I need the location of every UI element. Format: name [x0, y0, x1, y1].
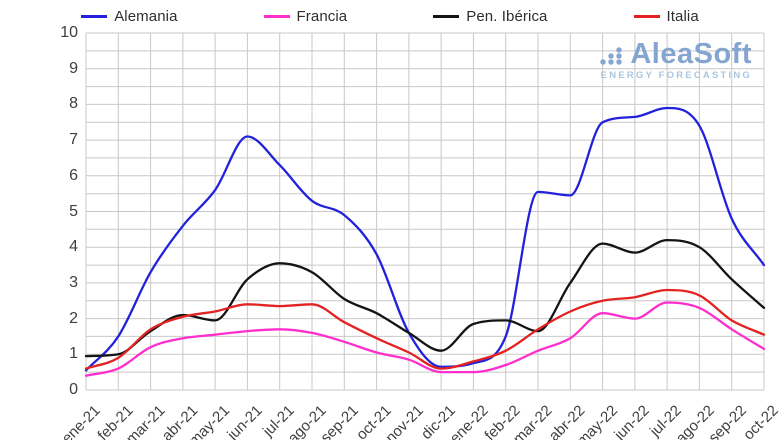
- legend-label: Alemania: [114, 7, 178, 25]
- series-line-francia: [84, 301, 766, 377]
- y-tick-label: 3: [69, 273, 78, 291]
- y-tick-label: 6: [69, 166, 78, 184]
- legend-line-swatch: [263, 14, 290, 18]
- series-line-italia: [84, 288, 766, 370]
- legend-label: Italia: [666, 7, 699, 25]
- legend: Alemania Francia Pen. Ibérica Italia: [0, 5, 780, 27]
- logo-text: AleaSoft: [630, 38, 752, 70]
- legend-line-swatch: [433, 14, 460, 18]
- legend-item-pen-ib-rica: Pen. Ibérica: [433, 8, 547, 25]
- series-line-pen-ib-rica: [84, 238, 766, 358]
- y-tick-label: 0: [69, 381, 78, 398]
- legend-item-italia: Italia: [633, 7, 699, 25]
- legend-label: Pen. Ibérica: [466, 7, 548, 25]
- aleasoft-logo: AleaSoft ENERGY FORECASTING: [599, 40, 752, 81]
- legend-item-alemania: Alemania: [81, 8, 177, 25]
- legend-item-francia: Francia: [263, 7, 348, 25]
- series-line-alemania: [84, 106, 766, 372]
- logo-tagline: ENERGY FORECASTING: [600, 70, 752, 81]
- y-tick-label: 1: [69, 345, 78, 363]
- y-tick-label: 4: [69, 238, 78, 256]
- y-tick-label: 10: [60, 24, 78, 41]
- legend-label: Francia: [296, 7, 348, 25]
- y-tick-label: 9: [69, 59, 78, 77]
- y-tick-label: 5: [69, 202, 78, 220]
- aleasoft-dots-icon: [600, 46, 623, 65]
- y-tick-label: 7: [69, 131, 78, 149]
- legend-line-swatch: [81, 14, 108, 18]
- y-tick-label: 2: [69, 309, 78, 327]
- legend-line-swatch: [633, 14, 660, 18]
- y-tick-label: 8: [69, 95, 78, 113]
